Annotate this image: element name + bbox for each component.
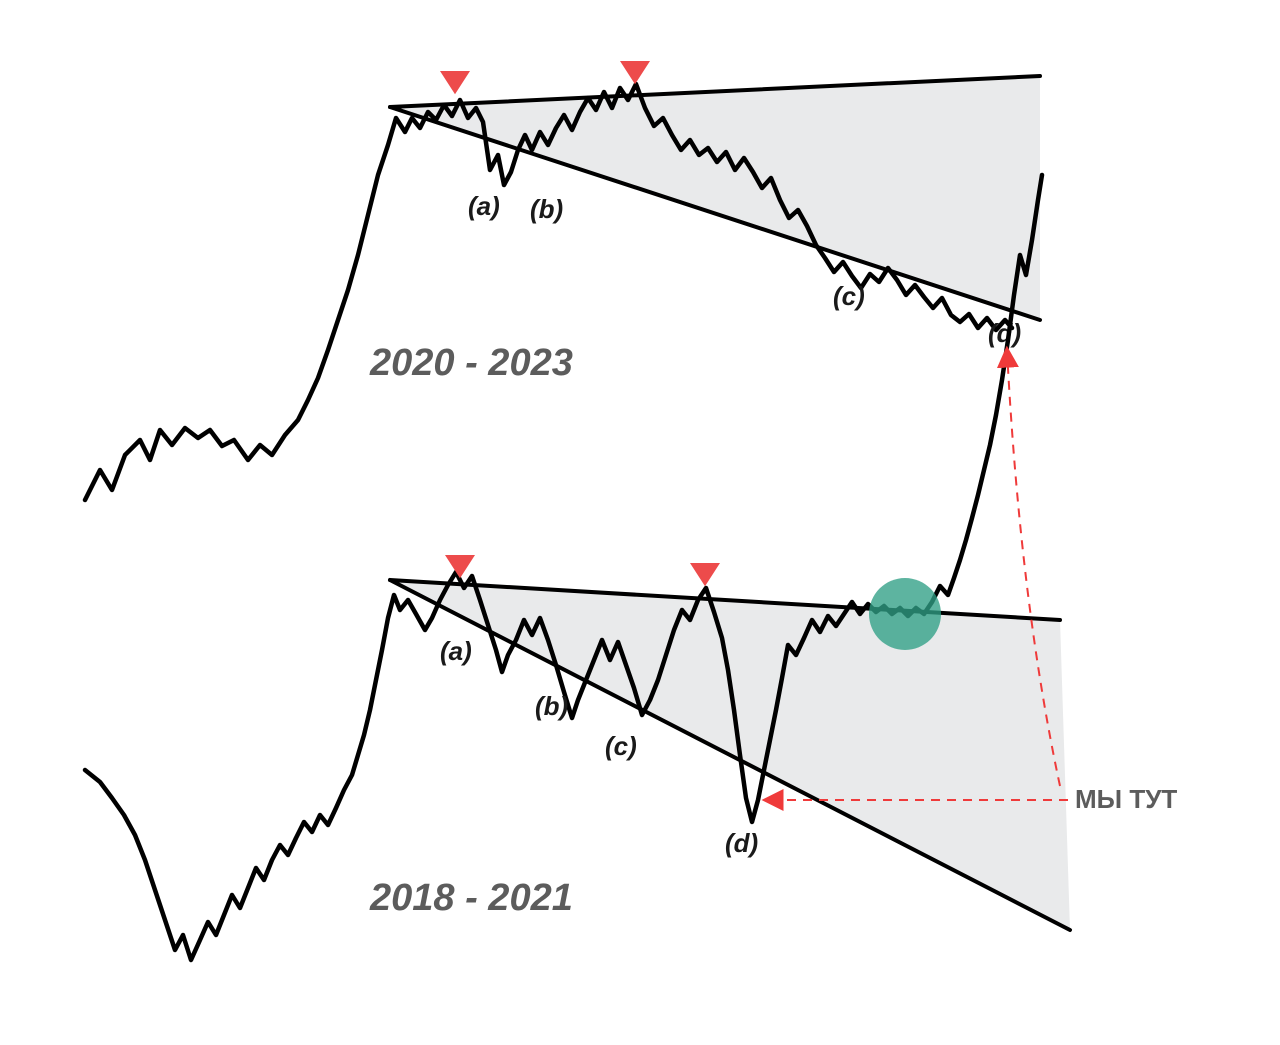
wave-label: (a) — [440, 636, 472, 666]
wave-label: (c) — [833, 281, 865, 311]
period-label-bottom: 2018 - 2021 — [369, 877, 573, 919]
callout-label: МЫ ТУТ — [1075, 784, 1177, 814]
highlight-circle — [869, 578, 941, 650]
down-marker-icon — [690, 563, 720, 586]
wave-label: (a) — [468, 191, 500, 221]
wave-label: (d) — [988, 318, 1021, 348]
period-label-top: 2020 - 2023 — [369, 342, 573, 384]
wave-label: (d) — [725, 828, 758, 858]
down-marker-icon — [440, 71, 470, 94]
wave-label: (c) — [605, 731, 637, 761]
down-marker-icon — [620, 61, 650, 84]
wave-label: (b) — [530, 194, 563, 224]
wave-label: (b) — [535, 691, 568, 721]
